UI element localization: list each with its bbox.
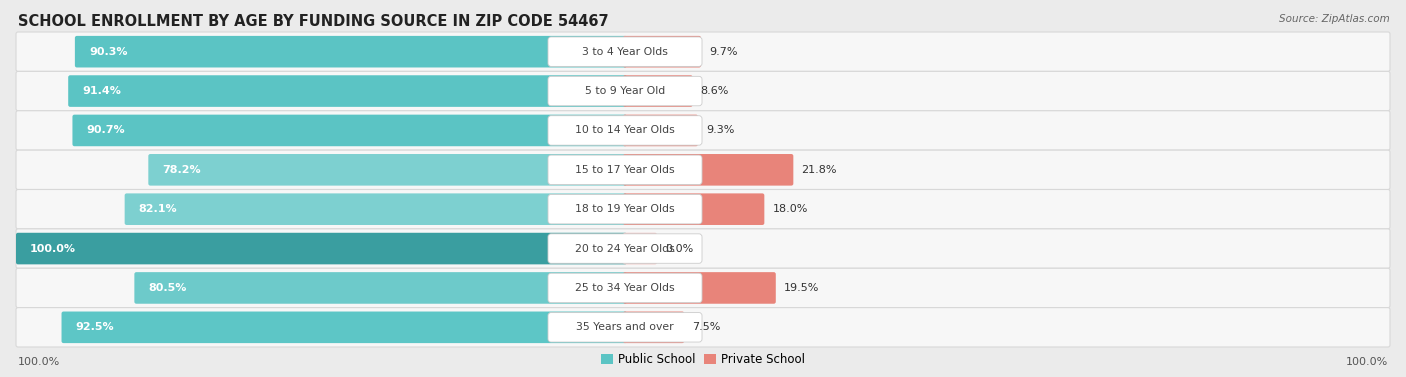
FancyBboxPatch shape xyxy=(135,272,627,304)
FancyBboxPatch shape xyxy=(125,193,627,225)
FancyBboxPatch shape xyxy=(623,233,657,264)
Text: 100.0%: 100.0% xyxy=(30,244,76,254)
Text: 78.2%: 78.2% xyxy=(162,165,201,175)
Text: 9.7%: 9.7% xyxy=(709,47,738,57)
FancyBboxPatch shape xyxy=(148,154,627,185)
Text: 15 to 17 Year Olds: 15 to 17 Year Olds xyxy=(575,165,675,175)
Text: 80.5%: 80.5% xyxy=(149,283,187,293)
FancyBboxPatch shape xyxy=(75,36,627,67)
FancyBboxPatch shape xyxy=(15,268,1391,308)
Text: 100.0%: 100.0% xyxy=(1346,357,1388,367)
FancyBboxPatch shape xyxy=(548,313,702,342)
Text: 100.0%: 100.0% xyxy=(18,357,60,367)
FancyBboxPatch shape xyxy=(548,195,702,224)
FancyBboxPatch shape xyxy=(623,272,776,304)
FancyBboxPatch shape xyxy=(69,75,627,107)
FancyBboxPatch shape xyxy=(15,150,1391,190)
Text: Source: ZipAtlas.com: Source: ZipAtlas.com xyxy=(1279,14,1391,24)
Text: 92.5%: 92.5% xyxy=(76,322,114,332)
Text: 18.0%: 18.0% xyxy=(772,204,807,214)
FancyBboxPatch shape xyxy=(15,190,1391,229)
FancyBboxPatch shape xyxy=(62,311,627,343)
Text: 21.8%: 21.8% xyxy=(801,165,837,175)
Text: 5 to 9 Year Old: 5 to 9 Year Old xyxy=(585,86,665,96)
Text: 18 to 19 Year Olds: 18 to 19 Year Olds xyxy=(575,204,675,214)
Text: 91.4%: 91.4% xyxy=(82,86,121,96)
FancyBboxPatch shape xyxy=(548,37,702,66)
Text: 7.5%: 7.5% xyxy=(692,322,721,332)
Text: 19.5%: 19.5% xyxy=(783,283,820,293)
Text: 35 Years and over: 35 Years and over xyxy=(576,322,673,332)
FancyBboxPatch shape xyxy=(15,111,1391,150)
Text: 0.0%: 0.0% xyxy=(665,244,693,254)
Text: 25 to 34 Year Olds: 25 to 34 Year Olds xyxy=(575,283,675,293)
FancyBboxPatch shape xyxy=(548,76,702,106)
FancyBboxPatch shape xyxy=(15,233,627,264)
Text: 9.3%: 9.3% xyxy=(706,126,734,135)
FancyBboxPatch shape xyxy=(73,115,627,146)
FancyBboxPatch shape xyxy=(548,273,702,303)
FancyBboxPatch shape xyxy=(15,229,1391,268)
FancyBboxPatch shape xyxy=(15,71,1391,111)
FancyBboxPatch shape xyxy=(548,155,702,184)
Text: 20 to 24 Year Olds: 20 to 24 Year Olds xyxy=(575,244,675,254)
FancyBboxPatch shape xyxy=(15,308,1391,347)
FancyBboxPatch shape xyxy=(548,116,702,145)
FancyBboxPatch shape xyxy=(623,193,765,225)
FancyBboxPatch shape xyxy=(623,36,702,67)
Text: SCHOOL ENROLLMENT BY AGE BY FUNDING SOURCE IN ZIP CODE 54467: SCHOOL ENROLLMENT BY AGE BY FUNDING SOUR… xyxy=(18,14,609,29)
FancyBboxPatch shape xyxy=(623,154,793,185)
FancyBboxPatch shape xyxy=(623,311,685,343)
Text: 8.6%: 8.6% xyxy=(700,86,728,96)
Text: 90.3%: 90.3% xyxy=(89,47,128,57)
FancyBboxPatch shape xyxy=(623,75,693,107)
FancyBboxPatch shape xyxy=(15,32,1391,71)
Text: 10 to 14 Year Olds: 10 to 14 Year Olds xyxy=(575,126,675,135)
FancyBboxPatch shape xyxy=(623,115,697,146)
Text: 82.1%: 82.1% xyxy=(139,204,177,214)
FancyBboxPatch shape xyxy=(548,234,702,263)
Legend: Public School, Private School: Public School, Private School xyxy=(596,349,810,371)
Text: 90.7%: 90.7% xyxy=(86,126,125,135)
Text: 3 to 4 Year Olds: 3 to 4 Year Olds xyxy=(582,47,668,57)
